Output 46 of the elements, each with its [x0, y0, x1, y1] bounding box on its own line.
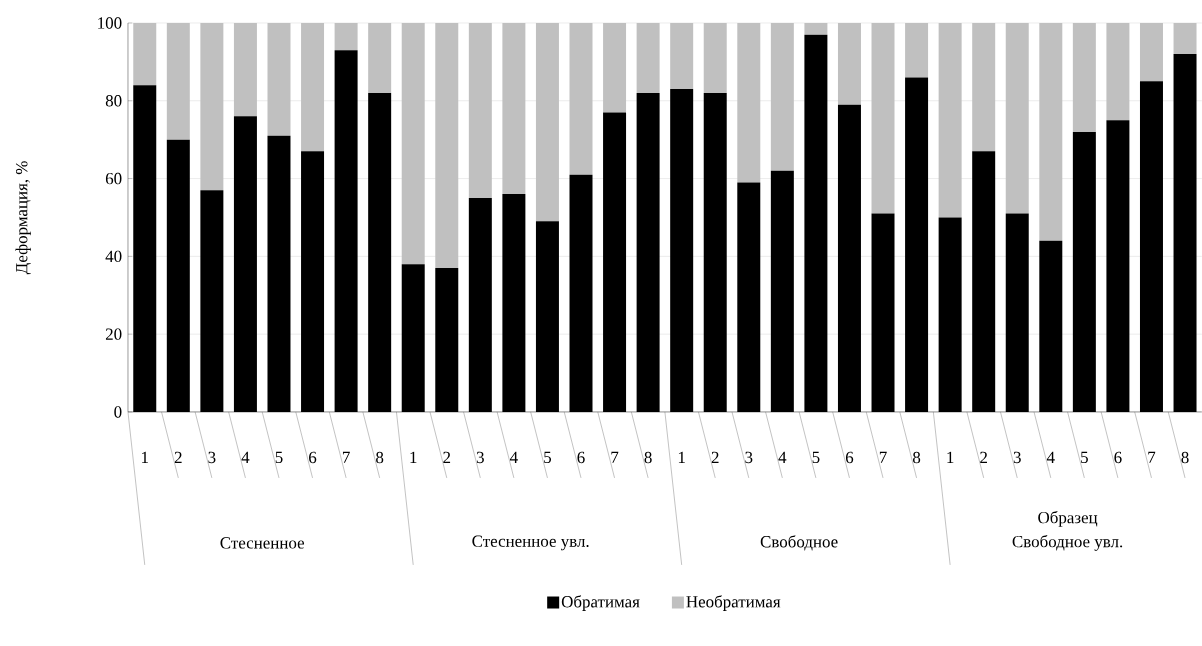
- x-tick-label: 5: [275, 451, 283, 464]
- x-tick-label: 1: [678, 451, 685, 463]
- x-tick-label: 4: [241, 451, 250, 463]
- x-tick-label: 7: [611, 451, 619, 463]
- text: Стесненное увл.: [472, 535, 589, 551]
- y-tick-label: 20: [105, 328, 122, 340]
- y-tick-label: 0: [114, 406, 122, 418]
- x-tick-label: 4: [778, 451, 787, 463]
- y-tick-label: 100: [98, 17, 122, 29]
- x-tick-label: 8: [912, 451, 921, 464]
- x-tick-label: 3: [1013, 451, 1021, 464]
- x-tick-label: 7: [1148, 451, 1156, 463]
- y-tick-label: 80: [105, 95, 122, 107]
- x-tick-label: 2: [174, 451, 182, 464]
- text: Свободное увл.: [1012, 535, 1123, 551]
- x-tick-label: 8: [644, 451, 652, 464]
- x-tick-label: 3: [208, 451, 216, 464]
- x-tick-label: 3: [476, 451, 484, 464]
- x-tick-label: 3: [745, 451, 753, 464]
- text: Свободное: [760, 535, 838, 551]
- x-tick-label: 1: [142, 451, 148, 463]
- x-tick-label: 8: [376, 451, 384, 464]
- x-tick-label: 1: [410, 451, 417, 463]
- legend-label: Необратимая: [686, 595, 781, 611]
- text: Стесненное: [220, 537, 305, 549]
- x-tick-label: 2: [980, 451, 987, 464]
- x-tick-label: 5: [544, 451, 552, 464]
- y-tick-label: 60: [105, 172, 122, 185]
- legend-label: Обратимая: [561, 595, 640, 611]
- x-tick-label: 6: [845, 451, 854, 464]
- x-tick-label: 7: [342, 451, 350, 463]
- x-axis-title: Образец: [1038, 511, 1098, 527]
- x-tick-label: 7: [879, 451, 887, 463]
- y-tick-label: 40: [105, 250, 122, 263]
- x-tick-label: 4: [1046, 451, 1055, 463]
- x-tick-label: 6: [1114, 451, 1122, 464]
- x-tick-label: 2: [711, 451, 719, 464]
- x-tick-label: 6: [577, 451, 585, 464]
- x-tick-label: 6: [309, 451, 317, 464]
- x-tick-label: 8: [1181, 451, 1189, 464]
- y-axis-title: Деформация, %: [15, 161, 31, 275]
- x-tick-label: 5: [812, 451, 820, 464]
- x-tick-label: 5: [1081, 451, 1088, 464]
- x-tick-label: 1: [947, 451, 954, 463]
- x-tick-label: 4: [509, 451, 518, 463]
- x-tick-label: 2: [443, 451, 451, 464]
